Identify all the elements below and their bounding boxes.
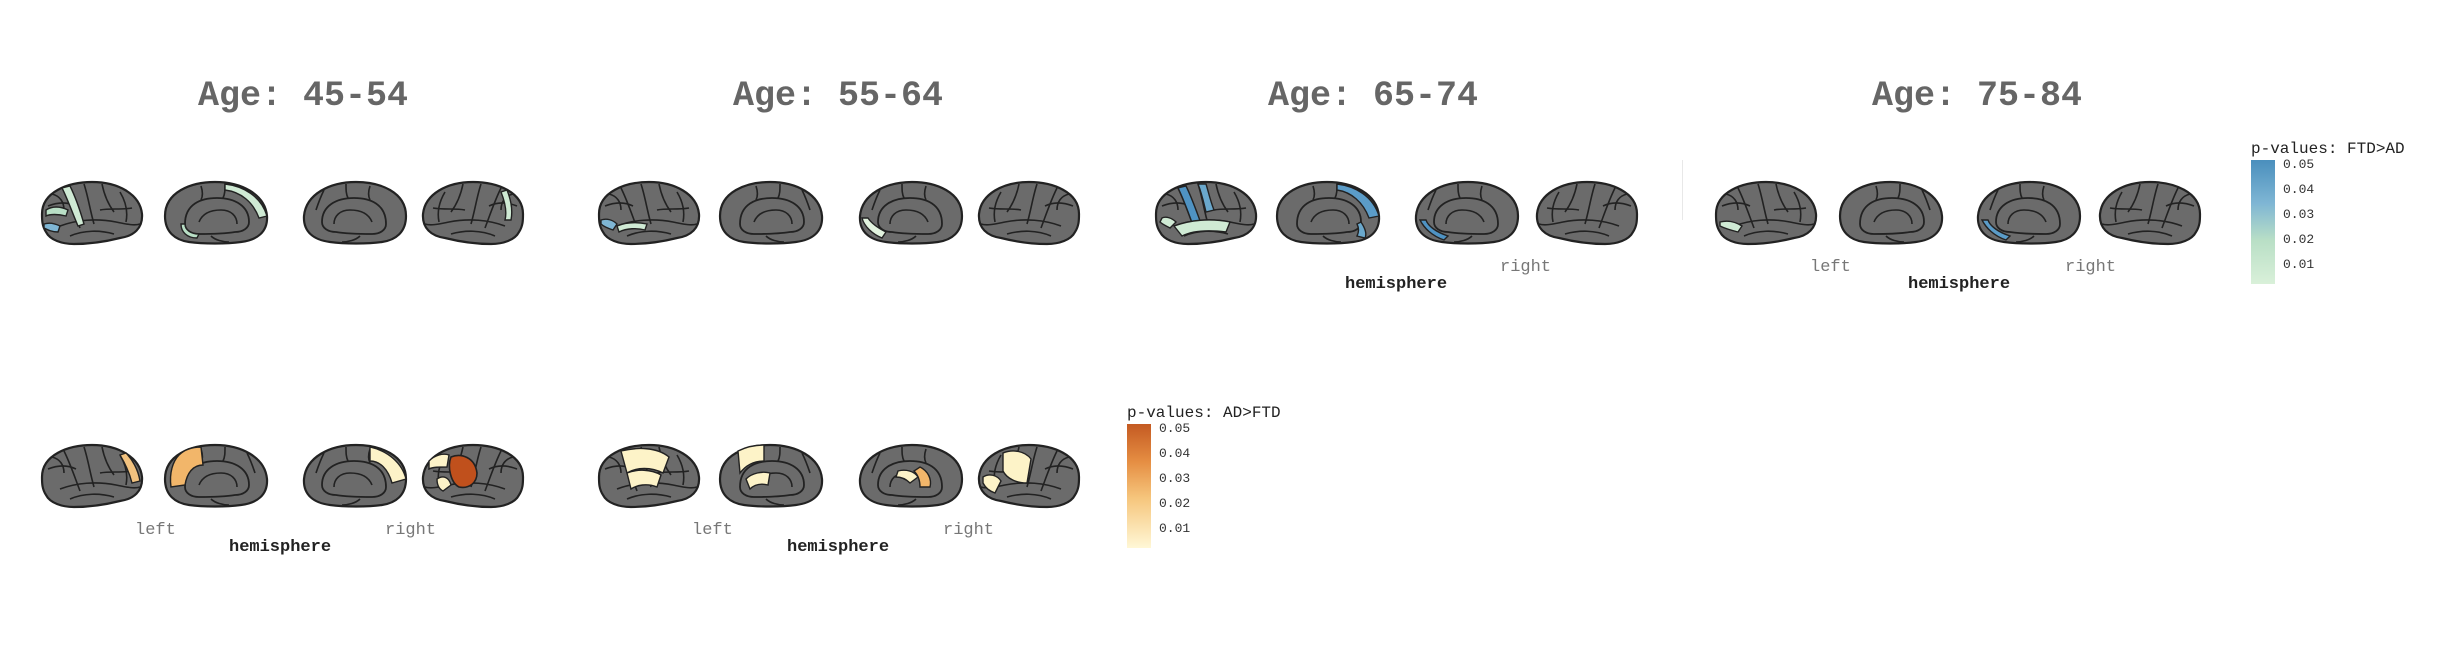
panel-divider bbox=[1682, 160, 1683, 220]
legend-ftd-tick-1: 0.04 bbox=[2283, 182, 2315, 197]
legend-ftd-tick-4: 0.01 bbox=[2283, 257, 2315, 272]
hemi-label-right-65-74: right bbox=[1500, 258, 1552, 277]
hemisphere-axis-title-row2-p2: hemisphere bbox=[787, 538, 890, 557]
hemi-label-left-75-84: left bbox=[1810, 258, 1851, 277]
panel-title-75-84: Age: 75-84 bbox=[1872, 76, 2083, 116]
legend-ad-tick-2: 0.03 bbox=[1159, 471, 1191, 486]
hemi-label-right-75-84: right bbox=[2065, 258, 2117, 277]
hemisphere-axis-title-75-84: hemisphere bbox=[1908, 275, 2011, 294]
hemi-label-right-row2-p1: right bbox=[385, 521, 437, 540]
legend-ad-tick-4: 0.01 bbox=[1159, 521, 1191, 536]
legend-ad-title: p-values: AD>FTD bbox=[1127, 404, 1281, 422]
legend-ftd-tick-2: 0.03 bbox=[2283, 207, 2315, 222]
legend-ftd-title: p-values: FTD>AD bbox=[2251, 140, 2405, 158]
legend-ad-tick-0: 0.05 bbox=[1159, 421, 1191, 436]
legend-ad-tick-1: 0.04 bbox=[1159, 446, 1191, 461]
hemisphere-axis-title-65-74: hemisphere bbox=[1345, 275, 1448, 294]
panel-title-45-54: Age: 45-54 bbox=[198, 76, 409, 116]
hemi-label-right-row2-p2: right bbox=[943, 521, 995, 540]
legend-ftd-tick-0: 0.05 bbox=[2283, 157, 2315, 172]
hemi-label-left-row2-p2: left bbox=[692, 521, 733, 540]
legend-ad-colorbar bbox=[1127, 424, 1151, 548]
legend-ad-tick-3: 0.02 bbox=[1159, 496, 1191, 511]
panel-title-55-64: Age: 55-64 bbox=[733, 76, 944, 116]
panel-title-65-74: Age: 65-74 bbox=[1268, 76, 1479, 116]
hemisphere-axis-title-row2-p1: hemisphere bbox=[229, 538, 332, 557]
hemi-label-left-row2-p1: left bbox=[135, 521, 176, 540]
legend-ftd-colorbar bbox=[2251, 160, 2275, 284]
legend-ftd-tick-3: 0.02 bbox=[2283, 232, 2315, 247]
